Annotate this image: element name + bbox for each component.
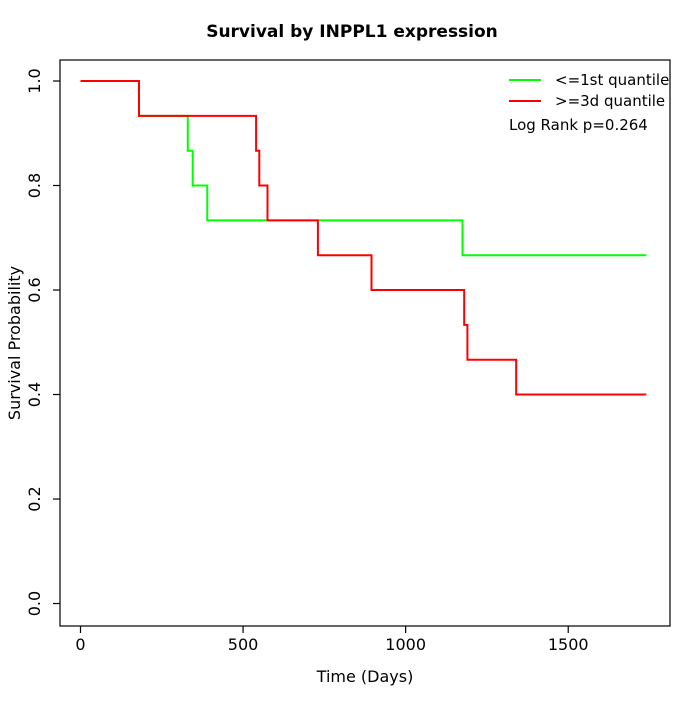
y-tick-label: 0.6	[25, 277, 44, 302]
x-axis-label: Time (Days)	[316, 667, 414, 686]
y-axis-label: Survival Probability	[5, 266, 24, 420]
y-tick-label: 0.8	[25, 173, 44, 198]
x-tick-label: 1000	[385, 635, 426, 654]
legend-label-first-quantile: <=1st quantile	[555, 71, 669, 89]
x-axis: 0 500 1000 1500	[75, 626, 589, 654]
y-axis: 0.0 0.2 0.4 0.6 0.8 1.0	[25, 68, 60, 616]
plot-box	[59, 59, 671, 627]
legend-label-third-quantile: >=3d quantile	[555, 92, 665, 110]
log-rank-annotation: Log Rank p=0.264	[509, 116, 648, 134]
legend: <=1st quantile >=3d quantile Log Rank p=…	[509, 71, 669, 134]
chart-title: Survival by INPPL1 expression	[206, 22, 498, 42]
survival-curve-high-expression	[80, 80, 647, 396]
x-tick-label: 1500	[548, 635, 589, 654]
y-tick-label: 0.4	[25, 382, 44, 407]
y-tick-label: 0.2	[25, 486, 44, 511]
y-tick-label: 0.0	[25, 591, 44, 616]
y-tick-label: 1.0	[25, 68, 44, 93]
x-tick-label: 0	[75, 635, 85, 654]
series-lines	[80, 80, 647, 396]
x-tick-label: 500	[228, 635, 259, 654]
